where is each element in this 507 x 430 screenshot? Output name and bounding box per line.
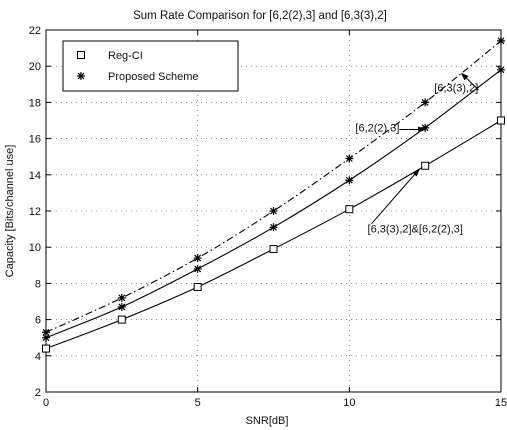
legend: Reg-CI Proposed Scheme	[62, 40, 239, 92]
point-star	[269, 207, 278, 215]
point-star	[497, 65, 505, 74]
legend-label: Proposed Scheme	[108, 71, 199, 83]
point-square	[269, 245, 278, 254]
ticks: 0 5 10 15 2 4 6 8 10 12 14 16 18 20 22	[29, 25, 507, 409]
legend-label: Reg-CI	[108, 50, 143, 62]
point-square	[42, 344, 50, 353]
legend-square-icon	[77, 51, 85, 59]
y-tick-label: 20	[29, 61, 41, 73]
annotation-label: [6,3(3),2]&[6,2(2),3]	[368, 224, 463, 236]
legend-star-icon	[77, 72, 85, 80]
x-tick-label: 10	[343, 397, 355, 409]
point-star	[42, 333, 50, 342]
y-tick-label: 4	[35, 351, 41, 363]
chart-title: Sum Rate Comparison for [6,2(2),3] and […	[133, 10, 387, 22]
point-star	[497, 36, 505, 45]
point-star	[345, 176, 354, 185]
legend-box	[62, 40, 239, 92]
point-square	[421, 161, 430, 170]
annotations: [6,3(3),2] [6,2(2),3] [6,3(3),2]&[6,2(2),3…	[355, 72, 479, 236]
x-tick-label: 5	[195, 397, 201, 409]
y-axis-label: Capacity [Bits/channel use]	[4, 145, 16, 278]
point-star	[193, 254, 202, 263]
point-square	[497, 116, 505, 125]
y-tick-label: 10	[29, 242, 41, 254]
annotation-arrow	[371, 168, 420, 225]
annotation-label: [6,3(3),2]	[434, 83, 478, 95]
y-tick-label: 22	[29, 25, 41, 37]
x-axis-label: SNR[dB]	[246, 415, 289, 427]
y-tick-label: 8	[35, 278, 41, 290]
point-star	[42, 328, 50, 337]
y-tick-label: 2	[35, 387, 41, 399]
series-line-2	[45, 69, 502, 339]
point-square	[117, 315, 126, 324]
point-star	[117, 293, 126, 302]
annotation-arrow	[460, 72, 479, 91]
x-tick-label: 0	[43, 397, 49, 409]
point-star	[345, 154, 354, 163]
x-tick-label: 15	[495, 397, 507, 409]
y-tick-label: 12	[29, 206, 41, 218]
point-star	[421, 98, 430, 107]
point-star	[269, 223, 278, 232]
y-tick-label: 14	[29, 170, 41, 182]
point-star	[117, 302, 126, 311]
point-square	[193, 283, 202, 292]
point-star	[421, 123, 430, 132]
y-tick-label: 18	[29, 97, 41, 109]
point-star	[193, 264, 202, 273]
y-tick-label: 6	[35, 315, 41, 327]
annotation-label: [6,2(2),3]	[355, 122, 399, 134]
point-square	[345, 205, 354, 214]
y-tick-label: 16	[29, 134, 41, 146]
